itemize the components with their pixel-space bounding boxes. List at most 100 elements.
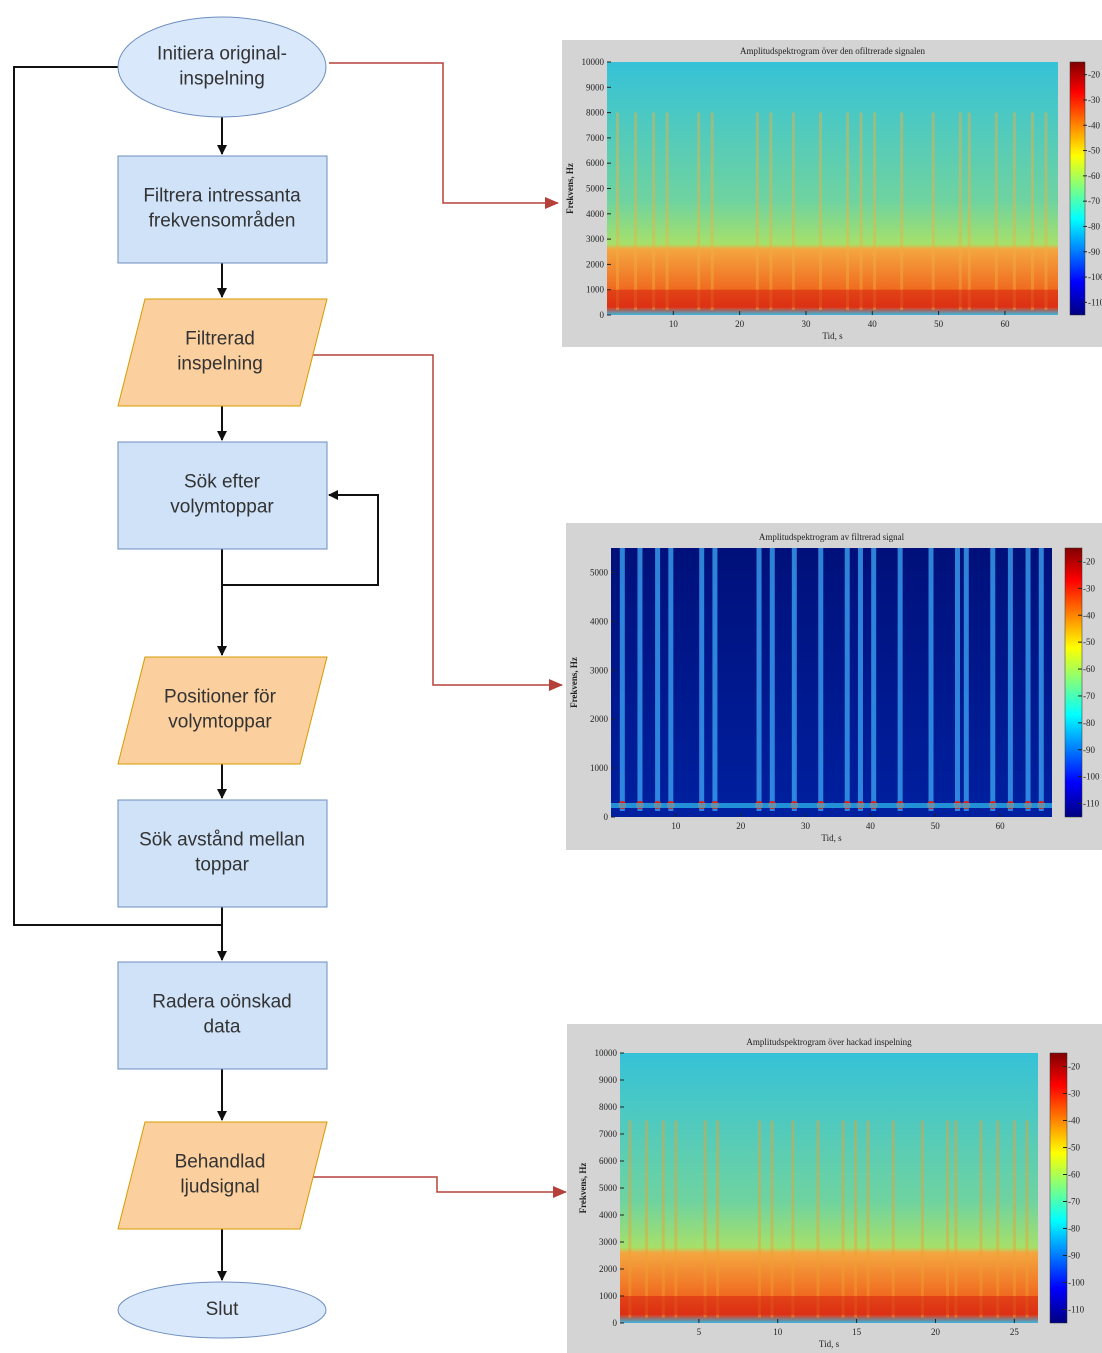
- node-label: Initiera original-: [157, 44, 287, 65]
- spectro-stripe: [1013, 1121, 1016, 1318]
- spectro-stripe: [892, 1121, 895, 1318]
- colorbar-tick-label: -110: [1068, 1305, 1085, 1315]
- y-tick-label: 4000: [599, 1210, 618, 1220]
- y-tick-label: 1000: [590, 763, 609, 773]
- y-tick-label: 10000: [595, 1048, 618, 1058]
- spectro-stripe: [932, 113, 935, 310]
- x-tick-label: 40: [868, 319, 878, 329]
- x-axis-label: Tid, s: [821, 833, 842, 843]
- y-tick-label: 8000: [586, 108, 605, 118]
- x-tick-label: 5: [697, 1327, 702, 1337]
- colorbar-tick-label: -80: [1088, 221, 1100, 231]
- colorbar-tick-label: -80: [1083, 718, 1095, 728]
- node-label: data: [204, 1017, 241, 1038]
- spectro-stripe: [819, 113, 822, 310]
- colorbar-tick-label: -20: [1068, 1062, 1080, 1072]
- spectro-stripe: [711, 113, 714, 310]
- spectro-stripe: [996, 1121, 999, 1318]
- spectro-stripe: [946, 1121, 949, 1318]
- y-tick-label: 3000: [586, 234, 605, 244]
- spectro-stripe: [716, 1121, 719, 1318]
- y-tick-label: 10000: [582, 57, 605, 67]
- x-tick-label: 50: [931, 821, 941, 831]
- spectro-stripe: [628, 1121, 631, 1318]
- y-tick-label: 0: [604, 812, 609, 822]
- x-tick-label: 60: [1000, 319, 1010, 329]
- spectro-stripe: [792, 113, 795, 310]
- colorbar-tick-label: -90: [1088, 247, 1100, 257]
- colorbar-tick-label: -60: [1088, 171, 1100, 181]
- spectro-stripe: [1008, 548, 1013, 811]
- colorbar-tick-label: -50: [1083, 637, 1095, 647]
- spectro-stripe: [645, 1121, 648, 1318]
- y-tick-label: 6000: [599, 1156, 618, 1166]
- y-tick-label: 9000: [586, 82, 605, 92]
- colorbar-tick-label: -90: [1083, 745, 1095, 755]
- spectro-stripe: [616, 113, 619, 310]
- x-axis-label: Tid, s: [822, 331, 843, 341]
- colorbar-tick-label: -40: [1083, 610, 1095, 620]
- spectro-stripe: [655, 548, 660, 811]
- spectro-stripe: [668, 548, 673, 811]
- node-label: volymtoppar: [170, 497, 274, 518]
- y-tick-label: 2000: [599, 1264, 618, 1274]
- spectro-stripe: [674, 1121, 677, 1318]
- colorbar-tick-label: -60: [1083, 664, 1095, 674]
- colorbar-tick-label: -70: [1088, 196, 1100, 206]
- spectro-stripe: [637, 548, 642, 811]
- node-label: Filtrera intressanta: [143, 186, 301, 207]
- spectro-low: [620, 1296, 1038, 1315]
- x-tick-label: 20: [735, 319, 745, 329]
- x-tick-label: 20: [931, 1327, 941, 1337]
- colorbar-tick-label: -90: [1068, 1251, 1080, 1261]
- spectro-stripe: [662, 1121, 665, 1318]
- node-label: ljudsignal: [180, 1177, 259, 1198]
- node-label: Radera oönskad: [152, 992, 291, 1013]
- spectro-stripe: [990, 548, 995, 811]
- spectro-stripe: [697, 113, 700, 310]
- colorbar-tick-label: -20: [1088, 70, 1100, 80]
- y-tick-label: 1000: [586, 285, 605, 295]
- y-tick-label: 3000: [599, 1237, 618, 1247]
- spectro-stripe: [666, 113, 669, 310]
- y-axis-label: Frekvens, Hz: [565, 163, 575, 214]
- x-tick-label: 20: [736, 821, 746, 831]
- colorbar-tick-label: -40: [1088, 120, 1100, 130]
- node-label: Slut: [206, 1299, 239, 1320]
- spectro-stripe: [964, 548, 969, 811]
- spectro-stripe: [1025, 1121, 1028, 1318]
- spectro-title: Amplitudspektrogram över hackad inspelni…: [746, 1037, 912, 1047]
- spectro-band: [611, 803, 1052, 808]
- spectro-stripe: [634, 113, 637, 310]
- y-tick-label: 2000: [590, 714, 609, 724]
- colorbar-tick-label: -100: [1088, 272, 1102, 282]
- x-tick-label: 50: [934, 319, 944, 329]
- y-tick-label: 7000: [599, 1129, 618, 1139]
- spectro-stripe: [770, 548, 775, 811]
- colorbar-tick-label: -110: [1088, 297, 1102, 307]
- node-label: frekvensområden: [149, 211, 296, 232]
- colorbar-tick-label: -30: [1068, 1089, 1080, 1099]
- spectro-stripe: [1026, 548, 1031, 811]
- spectro-stripe: [846, 113, 849, 310]
- spectro-stripe: [995, 113, 998, 310]
- spectro-stripe: [769, 113, 772, 310]
- spectro-stripe: [968, 113, 971, 310]
- node-label: inspelning: [179, 69, 265, 90]
- x-tick-label: 25: [1010, 1327, 1020, 1337]
- spectro-stripe: [871, 548, 876, 811]
- y-tick-label: 0: [613, 1318, 618, 1328]
- y-tick-label: 8000: [599, 1102, 618, 1112]
- spectro-title: Amplitudspektrogram över den ofiltrerade…: [740, 46, 925, 56]
- spectro-stripe: [842, 1121, 845, 1318]
- y-axis-label: Frekvens, Hz: [578, 1163, 588, 1214]
- node-label: toppar: [195, 855, 250, 876]
- node-label: inspelning: [177, 354, 263, 375]
- colorbar-tick-label: -70: [1083, 691, 1095, 701]
- y-tick-label: 3000: [590, 665, 609, 675]
- node-label: Positioner för: [164, 687, 277, 708]
- colorbar-tick-label: -70: [1068, 1197, 1080, 1207]
- x-tick-label: 10: [773, 1327, 783, 1337]
- spectrogram-panels: [562, 40, 1102, 1353]
- y-tick-label: 7000: [586, 133, 605, 143]
